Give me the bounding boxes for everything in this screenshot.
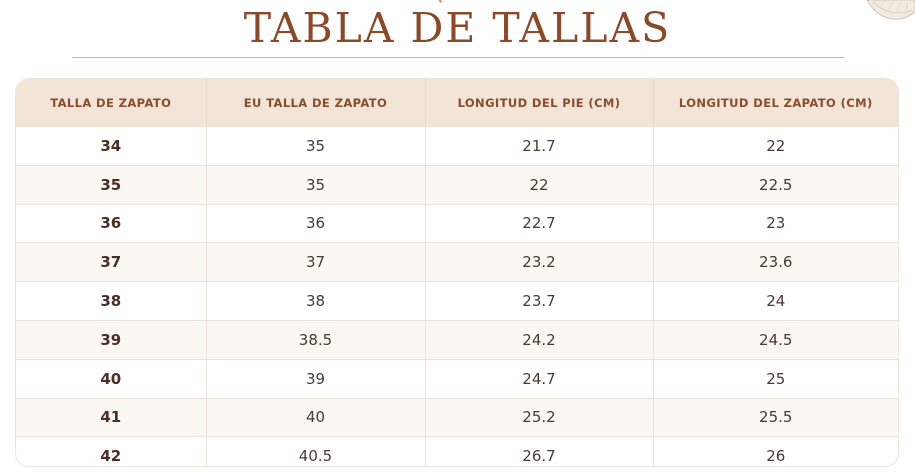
cell-foot-length: 24.2 bbox=[425, 319, 654, 360]
cell-foot-length: 26.7 bbox=[425, 436, 654, 466]
cell-shoe-size: 34 bbox=[16, 126, 207, 166]
table-header-row: TALLA DE ZAPATO EU TALLA DE ZAPATO LONGI… bbox=[16, 79, 898, 127]
cell-eu-size: 38.5 bbox=[206, 319, 426, 360]
table-row: 40 39 24.7 25 bbox=[16, 358, 898, 399]
cell-foot-length: 24.7 bbox=[425, 358, 654, 399]
cell-shoe-size: 40 bbox=[16, 358, 207, 399]
column-header-foot-length: LONGITUD DEL PIE (CM) bbox=[425, 79, 654, 127]
cell-shoe-length: 22.5 bbox=[653, 164, 898, 205]
cell-foot-length: 21.7 bbox=[425, 126, 654, 166]
cell-eu-size: 37 bbox=[206, 242, 426, 282]
table-row: 37 37 23.2 23.6 bbox=[16, 242, 898, 282]
cell-foot-length: 25.2 bbox=[425, 397, 654, 437]
cell-foot-length: 22 bbox=[425, 164, 654, 205]
cell-shoe-size: 42 bbox=[16, 436, 207, 466]
size-chart-table-card: TALLA DE ZAPATO EU TALLA DE ZAPATO LONGI… bbox=[15, 78, 899, 467]
cell-eu-size: 38 bbox=[206, 281, 426, 321]
cell-eu-size: 35 bbox=[206, 126, 426, 166]
cell-shoe-length: 23 bbox=[653, 203, 898, 243]
cell-shoe-length: 26 bbox=[653, 436, 898, 466]
cell-shoe-length: 23.6 bbox=[653, 242, 898, 282]
cell-shoe-length: 24.5 bbox=[653, 319, 898, 360]
cell-shoe-size: 39 bbox=[16, 319, 207, 360]
cell-shoe-size: 36 bbox=[16, 203, 207, 243]
cell-shoe-length: 24 bbox=[653, 281, 898, 321]
table-row: 35 35 22 22.5 bbox=[16, 164, 898, 205]
column-header-eu-size: EU TALLA DE ZAPATO bbox=[206, 79, 426, 127]
table-row: 39 38.5 24.2 24.5 bbox=[16, 319, 898, 360]
table-row: 34 35 21.7 22 bbox=[16, 126, 898, 166]
table-row: 41 40 25.2 25.5 bbox=[16, 397, 898, 437]
table-row: 42 40.5 26.7 26 bbox=[16, 436, 898, 466]
cell-eu-size: 36 bbox=[206, 203, 426, 243]
cell-foot-length: 23.2 bbox=[425, 242, 654, 282]
cell-shoe-size: 35 bbox=[16, 164, 207, 205]
table-row: 38 38 23.7 24 bbox=[16, 281, 898, 321]
cell-shoe-length: 25.5 bbox=[653, 397, 898, 437]
cell-shoe-length: 25 bbox=[653, 358, 898, 399]
cell-eu-size: 40 bbox=[206, 397, 426, 437]
cell-foot-length: 22.7 bbox=[425, 203, 654, 243]
table-row: 36 36 22.7 23 bbox=[16, 203, 898, 243]
cell-eu-size: 39 bbox=[206, 358, 426, 399]
size-chart-table: TALLA DE ZAPATO EU TALLA DE ZAPATO LONGI… bbox=[16, 79, 898, 466]
cell-eu-size: 40.5 bbox=[206, 436, 426, 466]
sparkle-icon: ✦ bbox=[437, 0, 447, 4]
title-divider bbox=[72, 57, 844, 58]
cell-shoe-size: 38 bbox=[16, 281, 207, 321]
column-header-shoe-size: TALLA DE ZAPATO bbox=[16, 79, 207, 127]
cell-shoe-size: 41 bbox=[16, 397, 207, 437]
cell-eu-size: 35 bbox=[206, 164, 426, 205]
page-title: TABLA DE TALLAS bbox=[243, 4, 672, 52]
cell-shoe-size: 37 bbox=[16, 242, 207, 282]
cell-shoe-length: 22 bbox=[653, 126, 898, 166]
cell-foot-length: 23.7 bbox=[425, 281, 654, 321]
column-header-shoe-length: LONGITUD DEL ZAPATO (CM) bbox=[653, 79, 898, 127]
